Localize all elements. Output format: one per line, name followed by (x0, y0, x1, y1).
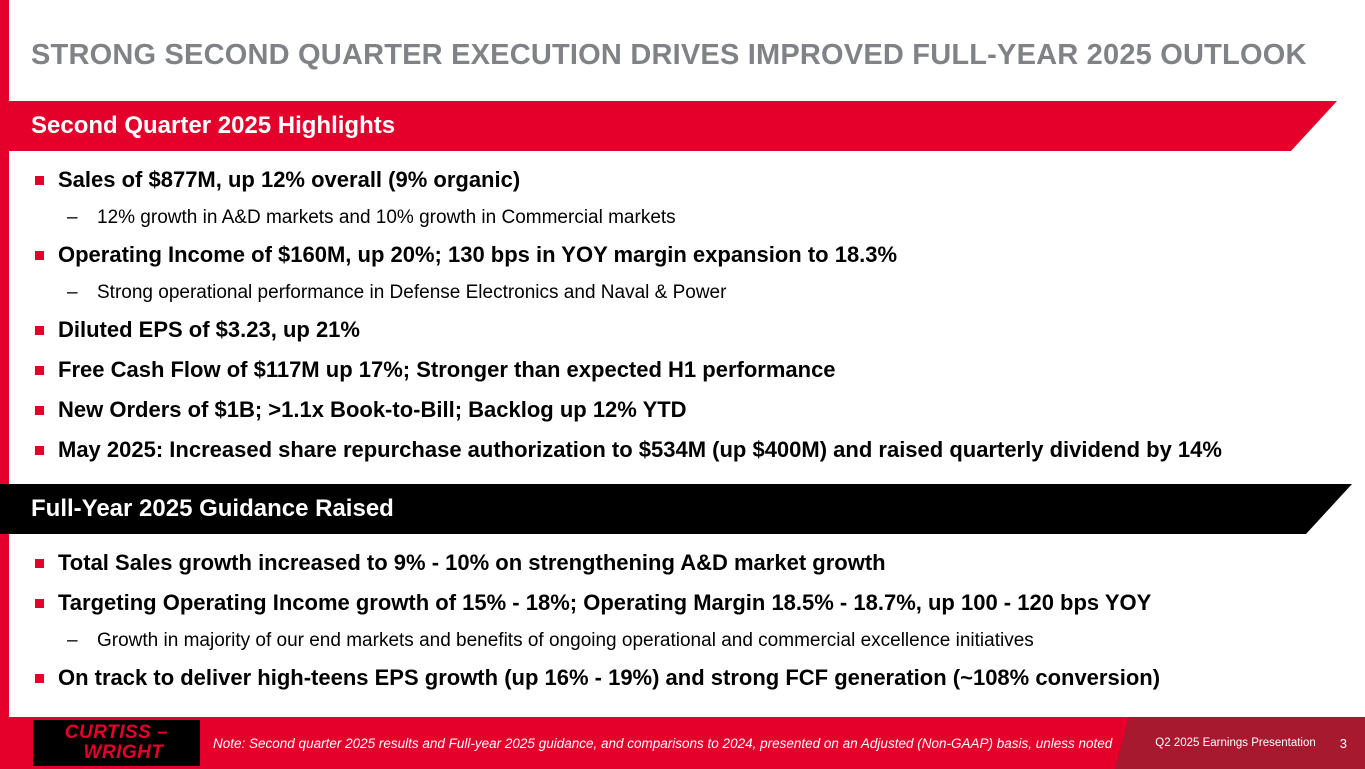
footer-note: Note: Second quarter 2025 results and Fu… (213, 735, 1113, 751)
banner-label: Second Quarter 2025 Highlights (31, 112, 396, 139)
highlights-list: Sales of $877M, up 12% overall (9% organ… (31, 160, 1355, 470)
footer: CURTISS – WRIGHT Note: Second quarter 20… (0, 717, 1365, 769)
bullet-item: Diluted EPS of $3.23, up 21% (31, 310, 1355, 350)
bullet-text: Operating Income of $160M, up 20%; 130 b… (58, 242, 898, 267)
bullet-square-icon (35, 326, 44, 335)
bullet-item: Targeting Operating Income growth of 15%… (31, 583, 1355, 623)
bullet-item: New Orders of $1B; >1.1x Book-to-Bill; B… (31, 390, 1355, 430)
bullet-square-icon (35, 251, 44, 260)
bullet-text: Strong operational performance in Defens… (97, 282, 727, 303)
bullet-square-icon (35, 176, 44, 185)
bullet-text: Growth in majority of our end markets an… (97, 630, 1034, 651)
logo-text-line2: WRIGHT (83, 742, 164, 763)
sub-bullet-item: 12% growth in A&D markets and 10% growth… (31, 200, 1355, 235)
dash-icon (67, 623, 78, 658)
bullet-item: Free Cash Flow of $117M up 17%; Stronger… (31, 350, 1355, 390)
banner-label: Full-Year 2025 Guidance Raised (31, 495, 394, 522)
bullet-square-icon (35, 366, 44, 375)
left-accent-strip (0, 0, 9, 769)
section-banner-guidance: Full-Year 2025 Guidance Raised (0, 484, 1352, 534)
sub-bullet-item: Growth in majority of our end markets an… (31, 623, 1355, 658)
curtiss-wright-logo: CURTISS – WRIGHT (33, 720, 200, 766)
bullet-text: Total Sales growth increased to 9% - 10%… (58, 550, 886, 575)
bullet-text: Sales of $877M, up 12% overall (9% organ… (58, 167, 521, 192)
bullet-text: 12% growth in A&D markets and 10% growth… (97, 207, 676, 228)
bullet-square-icon (35, 406, 44, 415)
logo-text-line1: CURTISS – (64, 722, 169, 743)
bullet-square-icon (35, 674, 44, 683)
bullet-text: Diluted EPS of $3.23, up 21% (58, 317, 360, 342)
bullet-item: May 2025: Increased share repurchase aut… (31, 430, 1355, 470)
section-banner-highlights: Second Quarter 2025 Highlights (0, 101, 1337, 151)
slide-title: STRONG SECOND QUARTER EXECUTION DRIVES I… (31, 39, 1307, 71)
bullet-text: Targeting Operating Income growth of 15%… (58, 590, 1152, 615)
deck-label: Q2 2025 Earnings Presentation (1155, 737, 1316, 749)
bullet-square-icon (35, 446, 44, 455)
footer-right-panel: Q2 2025 Earnings Presentation 3 (1115, 717, 1365, 769)
bullet-text: May 2025: Increased share repurchase aut… (58, 437, 1222, 462)
sub-bullet-item: Strong operational performance in Defens… (31, 275, 1355, 310)
bullet-item: On track to deliver high-teens EPS growt… (31, 658, 1355, 698)
dash-icon (67, 200, 78, 235)
bullet-text: New Orders of $1B; >1.1x Book-to-Bill; B… (58, 397, 687, 422)
bullet-square-icon (35, 599, 44, 608)
bullet-item: Total Sales growth increased to 9% - 10%… (31, 543, 1355, 583)
bullet-text: Free Cash Flow of $117M up 17%; Stronger… (58, 357, 836, 382)
guidance-list: Total Sales growth increased to 9% - 10%… (31, 543, 1355, 698)
bullet-item: Operating Income of $160M, up 20%; 130 b… (31, 235, 1355, 275)
page-number: 3 (1339, 735, 1347, 751)
bullet-item: Sales of $877M, up 12% overall (9% organ… (31, 160, 1355, 200)
bullet-text: On track to deliver high-teens EPS growt… (58, 665, 1161, 690)
bullet-square-icon (35, 559, 44, 568)
dash-icon (67, 275, 78, 310)
